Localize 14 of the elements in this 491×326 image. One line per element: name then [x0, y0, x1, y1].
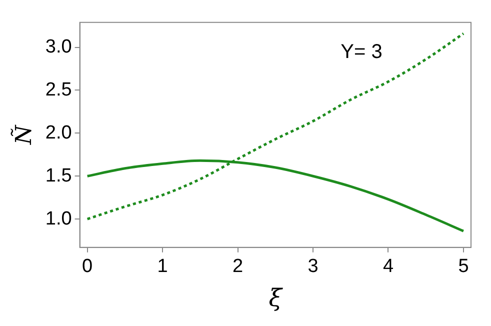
y-axis-title: Ñ: [10, 124, 37, 146]
x-axis-title: ξ: [268, 284, 284, 312]
x-tick-label: 1: [157, 256, 168, 278]
y-tick-label: 2.5: [45, 79, 72, 100]
x-tick-label: 3: [308, 256, 318, 278]
x-tick-label: 0: [82, 256, 93, 278]
y-tick-label: 1.0: [45, 208, 72, 230]
x-tick-label: 4: [382, 256, 394, 278]
y-tick-label: 2.0: [45, 122, 72, 144]
x-tick-label: 2: [232, 256, 244, 278]
y-tick-label: 1.5: [45, 165, 72, 186]
y-tick-label: 3.0: [45, 36, 72, 58]
annotation: Y= 3: [340, 40, 382, 63]
x-tick-label: 5: [458, 256, 469, 278]
